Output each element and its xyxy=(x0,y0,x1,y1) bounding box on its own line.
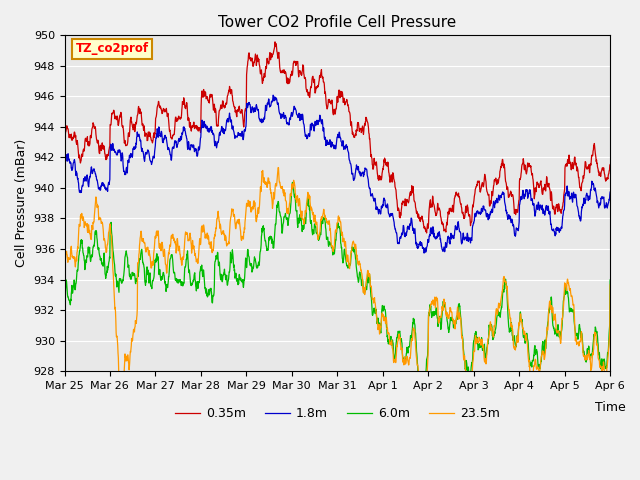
0.35m xyxy=(295,71,303,77)
Line: 6.0m: 6.0m xyxy=(65,182,610,392)
Line: 1.8m: 1.8m xyxy=(65,95,610,253)
0.35m xyxy=(61,139,68,144)
0.35m xyxy=(606,162,614,168)
0.35m xyxy=(412,204,419,210)
6.0m xyxy=(289,180,296,185)
23.5m xyxy=(275,165,282,170)
X-axis label: Time: Time xyxy=(595,401,625,414)
1.8m xyxy=(93,177,100,183)
0.35m xyxy=(93,138,100,144)
23.5m xyxy=(412,343,419,349)
1.8m xyxy=(412,234,419,240)
23.5m xyxy=(295,199,303,205)
1.8m xyxy=(304,133,312,139)
1.8m xyxy=(269,92,277,98)
1.8m xyxy=(606,189,614,195)
0.35m xyxy=(271,39,279,45)
Title: Tower CO2 Profile Cell Pressure: Tower CO2 Profile Cell Pressure xyxy=(218,15,456,30)
23.5m xyxy=(606,282,614,288)
0.35m xyxy=(423,230,431,236)
6.0m xyxy=(532,352,540,358)
Y-axis label: Cell Pressure (mBar): Cell Pressure (mBar) xyxy=(15,139,28,267)
23.5m xyxy=(532,357,540,362)
23.5m xyxy=(61,259,68,265)
0.35m xyxy=(532,189,540,194)
0.35m xyxy=(304,90,312,96)
1.8m xyxy=(351,171,359,177)
1.8m xyxy=(532,210,540,216)
1.8m xyxy=(295,110,303,116)
Text: TZ_co2prof: TZ_co2prof xyxy=(76,42,148,55)
6.0m xyxy=(412,330,419,336)
6.0m xyxy=(606,277,614,283)
23.5m xyxy=(93,201,100,207)
23.5m xyxy=(421,399,429,405)
23.5m xyxy=(304,190,312,195)
6.0m xyxy=(61,291,68,297)
6.0m xyxy=(93,235,100,240)
Line: 23.5m: 23.5m xyxy=(65,168,610,402)
Line: 0.35m: 0.35m xyxy=(65,42,610,233)
6.0m xyxy=(351,252,359,258)
0.35m xyxy=(351,132,359,138)
6.0m xyxy=(295,220,303,226)
Legend: 0.35m, 1.8m, 6.0m, 23.5m: 0.35m, 1.8m, 6.0m, 23.5m xyxy=(170,402,505,425)
1.8m xyxy=(420,250,428,256)
23.5m xyxy=(351,243,359,249)
6.0m xyxy=(420,389,428,395)
1.8m xyxy=(61,154,68,160)
6.0m xyxy=(304,193,312,199)
